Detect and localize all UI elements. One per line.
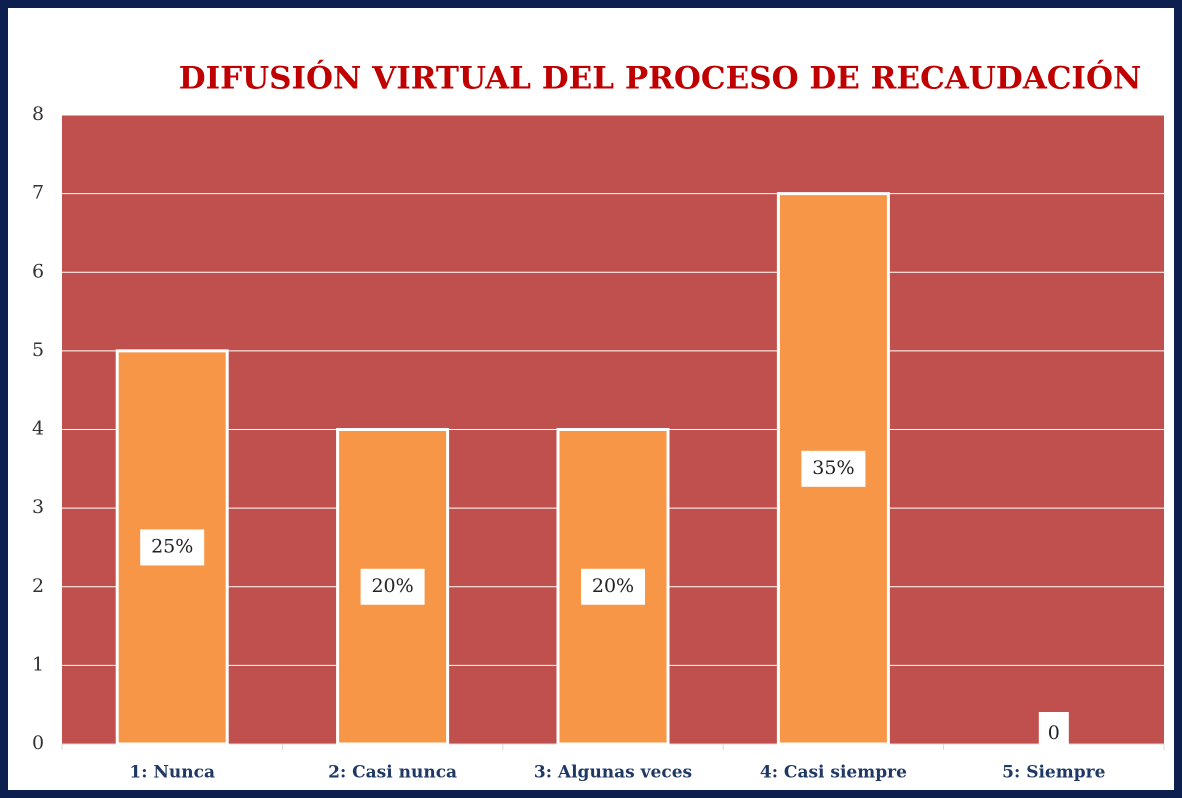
y-tick-label: 6: [32, 260, 44, 282]
data-label-box: [801, 450, 866, 487]
y-tick-label: 0: [32, 732, 44, 754]
y-tick-label: 7: [32, 182, 44, 204]
y-tick-label: 3: [32, 496, 44, 518]
data-label: 20%: [371, 575, 413, 597]
data-label-box: [1038, 712, 1069, 748]
x-tick-label: 4: Casi siempre: [760, 763, 907, 783]
data-label-box: [140, 529, 205, 566]
x-tick-label: 2: Casi nunca: [328, 763, 457, 783]
y-tick-label: 4: [32, 418, 44, 440]
y-tick-label: 1: [32, 653, 44, 675]
data-label: 35%: [812, 457, 854, 479]
data-label: 25%: [151, 535, 193, 557]
chart-title: DIFUSIÓN VIRTUAL DEL PROCESO DE RECAUDAC…: [179, 59, 1142, 97]
y-tick-label: 8: [32, 103, 44, 125]
data-label: 0: [1048, 722, 1060, 744]
y-tick-label: 5: [32, 339, 44, 361]
x-tick-label: 1: Nunca: [129, 763, 215, 783]
data-label-box: [360, 568, 425, 605]
data-label-box: [581, 568, 645, 605]
x-tick-label: 3: Algunas veces: [534, 763, 692, 783]
data-label: 20%: [592, 575, 634, 597]
y-tick-label: 2: [32, 575, 44, 597]
x-tick-label: 5: Siempre: [1002, 763, 1105, 783]
